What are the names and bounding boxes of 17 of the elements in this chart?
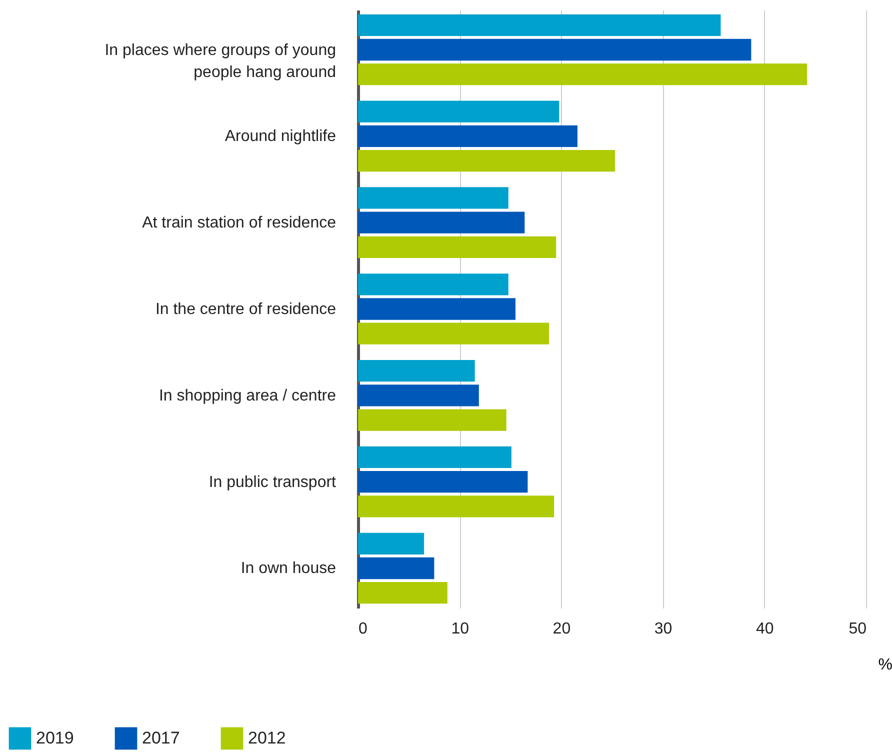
y-tick-label: In places where groups of young people hang around xyxy=(104,42,336,81)
x-tick-label: 20 xyxy=(552,620,571,638)
legend-label: 2012 xyxy=(248,728,286,748)
x-axis-title: % xyxy=(878,656,892,674)
legend-label: 2019 xyxy=(36,728,74,748)
legend-label: 2017 xyxy=(142,728,180,748)
y-tick-label: Around nightlife xyxy=(224,128,336,146)
x-tick-label: 0 xyxy=(358,620,368,638)
x-tick-label: 10 xyxy=(451,620,470,638)
y-tick-label: In the centre of residence xyxy=(155,301,336,318)
y-tick-label: In public transport xyxy=(208,474,337,491)
y-tick-label: At train station of residence xyxy=(142,214,336,232)
y-tick-label: In shopping area / centre xyxy=(158,387,336,404)
x-tick-label: 30 xyxy=(654,620,672,638)
y-tick-label: In own house xyxy=(240,560,336,578)
x-tick-label: 50 xyxy=(848,620,867,638)
x-tick-label: 40 xyxy=(756,620,774,638)
